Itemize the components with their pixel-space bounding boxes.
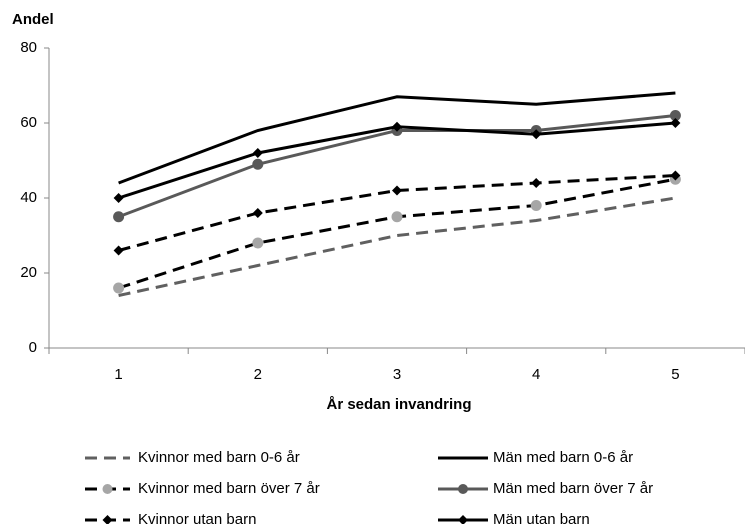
series-marker	[392, 185, 402, 196]
legend-marker	[102, 484, 113, 494]
y-tick-label: 60	[20, 114, 37, 131]
legend-marker	[458, 484, 468, 494]
series-marker	[531, 178, 542, 188]
series-marker	[252, 148, 263, 158]
legend-marker	[102, 515, 113, 524]
y-tick-label: 80	[20, 39, 37, 56]
series-marker	[391, 211, 403, 223]
legend-label: Kvinnor med barn över 7 år	[138, 480, 320, 497]
x-tick-label: 2	[254, 366, 262, 383]
series-marker	[252, 158, 264, 170]
y-axis-title: Andel	[12, 11, 54, 28]
series-marker	[669, 110, 681, 121]
series-line	[118, 177, 676, 290]
series-marker	[392, 121, 402, 132]
series-marker	[670, 118, 681, 128]
y-tick-label: 20	[20, 264, 37, 281]
series-marker	[531, 129, 542, 140]
y-tick-label: 0	[29, 339, 37, 356]
series-marker	[252, 208, 263, 218]
x-tick-label: 5	[671, 366, 679, 383]
series-marker	[113, 211, 125, 223]
legend-label: Kvinnor med barn 0-6 år	[138, 449, 300, 466]
legend-label: Kvinnor utan barn	[138, 511, 256, 524]
series-marker	[113, 282, 125, 294]
series-marker	[530, 200, 542, 211]
legend-marker	[458, 515, 468, 524]
series-marker	[113, 245, 124, 256]
x-axis-title: År sedan invandring	[326, 396, 471, 413]
x-tick-label: 3	[393, 366, 401, 383]
y-tick-label: 40	[20, 189, 37, 206]
x-tick-label: 1	[114, 366, 122, 383]
legend-label: Män med barn 0-6 år	[493, 449, 633, 466]
series-line	[118, 91, 676, 185]
x-tick-label: 4	[532, 366, 540, 383]
legend-label: Män utan barn	[493, 511, 590, 524]
series-marker	[113, 193, 124, 203]
series-marker	[670, 170, 681, 181]
series-marker	[252, 237, 264, 249]
legend-label: Män med barn över 7 år	[493, 480, 653, 497]
